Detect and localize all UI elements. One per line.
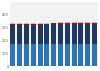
Bar (10, 23, 16, 24)
Bar (65, 44, 70, 66)
Bar (38, 44, 43, 66)
Bar (72, 23, 77, 24)
Bar (85, 44, 90, 66)
Bar (31, 23, 36, 24)
Bar (72, 24, 77, 44)
Bar (24, 23, 29, 24)
Bar (85, 23, 90, 24)
Bar (51, 44, 56, 66)
Bar (31, 25, 36, 44)
Bar (85, 24, 90, 44)
Bar (24, 25, 29, 44)
Bar (38, 23, 43, 24)
Bar (72, 44, 77, 66)
Bar (17, 23, 22, 24)
Bar (78, 44, 84, 66)
Bar (17, 24, 22, 25)
Bar (92, 44, 97, 66)
Bar (44, 23, 50, 24)
Bar (17, 25, 22, 44)
Bar (65, 23, 70, 24)
Bar (38, 25, 43, 44)
Bar (24, 24, 29, 25)
Bar (17, 44, 22, 66)
Bar (65, 24, 70, 44)
Bar (92, 23, 97, 24)
Bar (92, 22, 97, 23)
Bar (31, 44, 36, 66)
Bar (72, 22, 77, 23)
Bar (44, 24, 50, 44)
Bar (10, 44, 16, 66)
Bar (31, 24, 36, 25)
Bar (58, 23, 63, 24)
Bar (78, 24, 84, 44)
Bar (51, 24, 56, 44)
Bar (24, 44, 29, 66)
Bar (38, 24, 43, 25)
Bar (58, 24, 63, 44)
Bar (92, 24, 97, 44)
Bar (10, 25, 16, 44)
Bar (44, 44, 50, 66)
Bar (10, 24, 16, 25)
Bar (51, 23, 56, 24)
Bar (58, 22, 63, 23)
Bar (78, 22, 84, 23)
Bar (65, 22, 70, 23)
Bar (78, 23, 84, 24)
Bar (85, 22, 90, 23)
Bar (58, 44, 63, 66)
